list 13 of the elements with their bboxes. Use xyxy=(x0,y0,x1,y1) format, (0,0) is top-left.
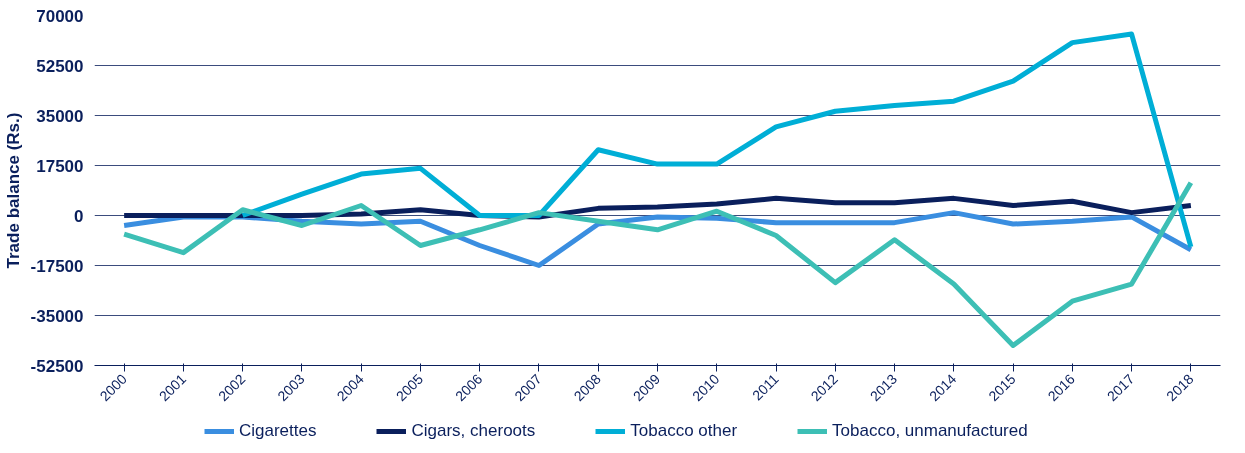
legend-label: Tobacco, unmanufactured xyxy=(832,421,1028,441)
y-tick-label: -52500 xyxy=(30,356,84,376)
y-tick-label: 52500 xyxy=(36,56,84,76)
y-tick-label: -35000 xyxy=(30,306,84,326)
y-axis-title: Trade balance (Rs.) xyxy=(3,112,23,269)
y-tick-label: -17500 xyxy=(30,256,84,276)
y-tick-label: 35000 xyxy=(36,106,84,126)
legend-label: Cigarettes xyxy=(239,421,317,441)
legend-label: Cigars, cheroots xyxy=(411,421,536,441)
y-tick-label: 0 xyxy=(74,206,84,226)
legend-label: Tobacco other xyxy=(630,421,738,441)
y-tick-label: 70000 xyxy=(36,6,84,26)
y-tick-label: 17500 xyxy=(36,156,84,176)
